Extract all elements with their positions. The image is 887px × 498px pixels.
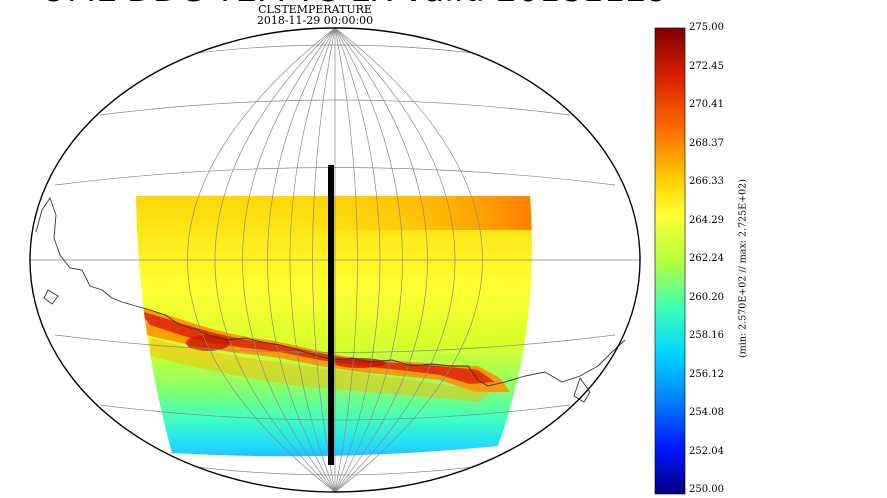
page-banner: OML-DDG-TEM-TC-LR valid 20181129 — [40, 0, 887, 10]
colorbar-tick-label: 250.00 — [689, 484, 724, 495]
colorbar-tick-label: 264.29 — [689, 214, 724, 226]
colorbar-tick-label: 256.12 — [689, 368, 724, 380]
colorbar-tick-label: 252.04 — [689, 445, 724, 457]
graticule — [30, 28, 640, 492]
globe-outline — [29, 27, 641, 493]
colorbar-range-label: (min: 2.570E+02 // max: 2.725E+02) — [737, 179, 749, 358]
colorbar-tick-label: 254.08 — [689, 407, 724, 418]
colorbar-tick-label: 262.24 — [689, 253, 724, 264]
colorbar-tick-label: 270.41 — [689, 99, 724, 110]
colorbar — [654, 27, 686, 495]
field-name: CLSTEMPERATURE — [258, 3, 372, 16]
colorbar-tick-label: 266.33 — [689, 176, 724, 187]
coastline — [35, 197, 626, 403]
colorbar-tick-label: 260.20 — [689, 291, 724, 303]
colorbar-tick-label: 275.00 — [689, 22, 724, 33]
colorbar-tick-label: 272.45 — [689, 60, 724, 72]
colorbar-tick-label: 268.37 — [689, 137, 724, 149]
colorbar-tick-label: 258.16 — [689, 330, 724, 341]
valid-datetime: 2018-11-29 00:00:00 — [256, 14, 374, 27]
